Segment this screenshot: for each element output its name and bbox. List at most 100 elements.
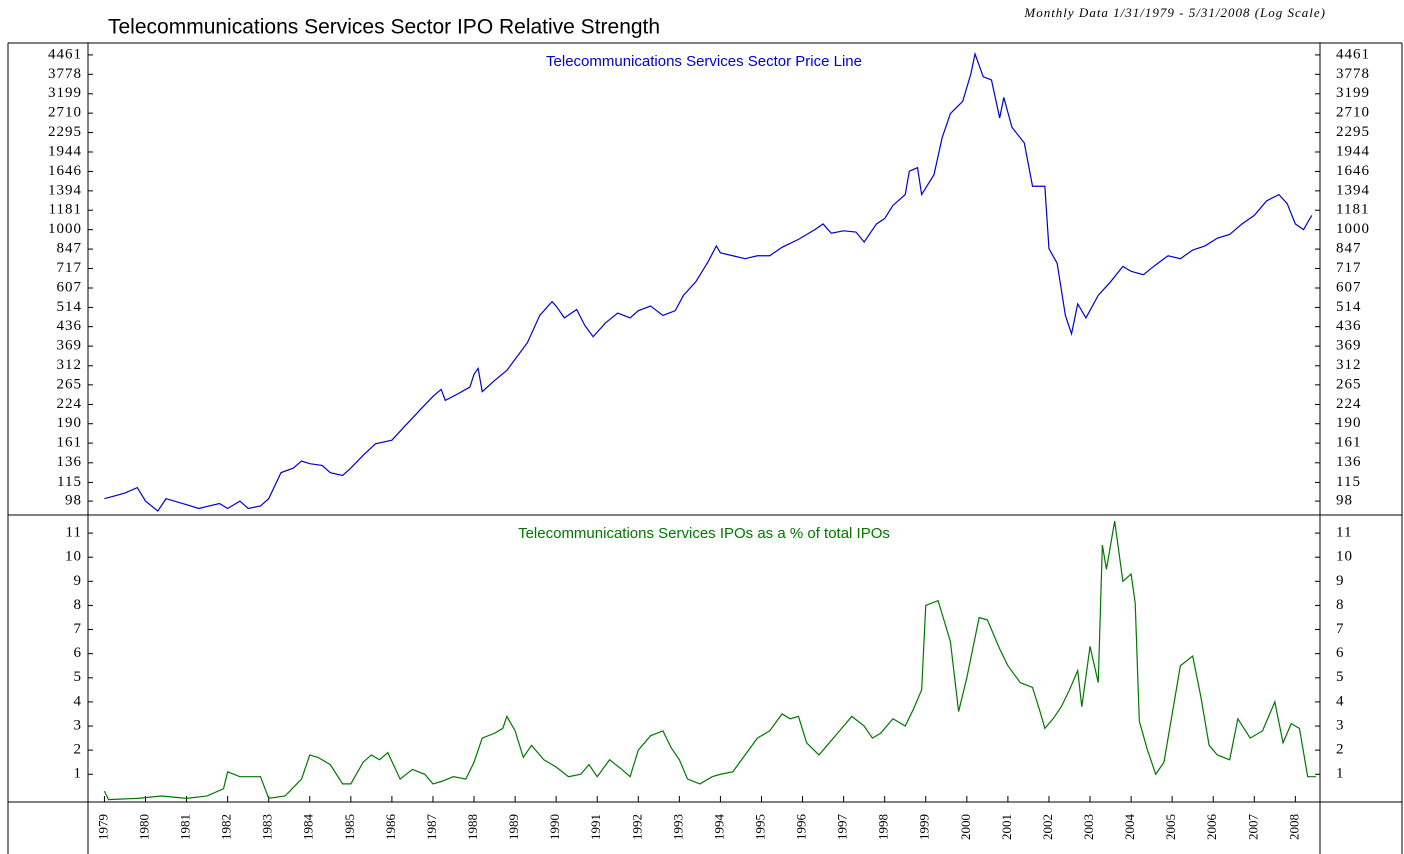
y-tick-label-right: 4461 (1336, 46, 1370, 62)
y-tick-label-right: 607 (1336, 279, 1362, 295)
y-tick-label-right: 136 (1336, 454, 1362, 470)
y-tick-label-right: 265 (1336, 376, 1362, 392)
y-tick-label-right: 5 (1336, 669, 1345, 685)
y-tick-label: 2710 (48, 105, 82, 121)
y-tick-label: 265 (57, 376, 83, 392)
y-tick-label: 1 (74, 766, 83, 782)
x-tick-label: 2000 (958, 814, 973, 840)
y-tick-label-right: 6 (1336, 645, 1345, 661)
x-tick-label: 2002 (1040, 814, 1055, 840)
y-tick-label: 8 (74, 597, 83, 613)
x-tick-label: 1999 (917, 814, 932, 840)
y-tick-label: 2295 (48, 124, 82, 140)
x-tick-label: 1987 (424, 814, 439, 841)
y-tick-label: 1944 (48, 143, 82, 159)
series-line (104, 51, 1313, 512)
x-tick-label: 2007 (1245, 814, 1260, 841)
y-tick-label-right: 2295 (1336, 124, 1370, 140)
x-tick-label: 1995 (752, 814, 767, 840)
y-tick-label-right: 369 (1336, 338, 1362, 354)
y-tick-label: 9 (74, 573, 83, 589)
y-tick-label: 115 (57, 474, 82, 490)
x-tick-label: 1991 (588, 814, 603, 840)
y-tick-label-right: 190 (1336, 415, 1362, 431)
y-tick-label-right: 1394 (1336, 182, 1370, 198)
y-tick-label: 190 (57, 415, 83, 431)
y-tick-label-right: 514 (1336, 299, 1362, 315)
y-tick-label: 6 (74, 645, 83, 661)
y-tick-label: 847 (57, 241, 83, 257)
y-tick-label-right: 161 (1336, 435, 1362, 451)
series-label: Telecommunications Services IPOs as a % … (518, 525, 890, 542)
y-tick-label-right: 436 (1336, 318, 1362, 334)
x-tick-label: 1983 (260, 814, 275, 840)
x-tick-label: 2008 (1286, 814, 1301, 840)
y-tick-label-right: 8 (1336, 597, 1345, 613)
y-tick-label-right: 847 (1336, 241, 1362, 257)
y-tick-label-right: 98 (1336, 493, 1353, 509)
y-tick-label: 514 (57, 299, 83, 315)
y-tick-label: 607 (57, 279, 83, 295)
x-tick-label: 1986 (383, 814, 398, 841)
y-tick-label: 436 (57, 318, 83, 334)
y-tick-label: 717 (57, 260, 83, 276)
chart-subtitle: Monthly Data 1/31/1979 - 5/31/2008 (Log … (1023, 5, 1326, 20)
y-tick-label: 312 (57, 357, 83, 373)
y-tick-label: 161 (57, 435, 83, 451)
y-tick-label: 5 (74, 669, 83, 685)
x-tick-label: 1985 (342, 814, 357, 840)
x-tick-label: 1993 (670, 814, 685, 840)
x-tick-label: 1979 (95, 814, 110, 840)
y-tick-label-right: 2710 (1336, 105, 1370, 121)
x-tick-label: 1990 (547, 814, 562, 840)
chart-title: Telecommunications Services Sector IPO R… (108, 16, 660, 39)
x-tick-label: 2001 (999, 814, 1014, 840)
y-tick-label: 1646 (48, 163, 82, 179)
y-tick-label: 4 (74, 693, 83, 709)
x-tick-label: 1996 (794, 814, 809, 841)
y-tick-label-right: 2 (1336, 742, 1345, 758)
y-tick-label-right: 3199 (1336, 85, 1370, 101)
x-tick-label: 1982 (219, 814, 234, 840)
y-tick-label-right: 1181 (1336, 202, 1369, 218)
x-tick-label: 1997 (835, 814, 850, 841)
y-tick-label-right: 10 (1336, 549, 1353, 565)
y-tick-label: 98 (65, 493, 82, 509)
y-tick-label-right: 3778 (1336, 66, 1370, 82)
y-tick-label: 1394 (48, 182, 82, 198)
x-tick-label: 2004 (1122, 814, 1137, 841)
y-tick-label-right: 1 (1336, 766, 1345, 782)
x-tick-label: 1988 (465, 814, 480, 840)
x-tick-label: 1981 (178, 814, 193, 840)
x-tick-label: 2005 (1163, 814, 1178, 840)
y-tick-label-right: 224 (1336, 396, 1362, 412)
y-tick-label: 3199 (48, 85, 82, 101)
x-tick-label: 1992 (629, 814, 644, 840)
y-tick-label: 11 (66, 525, 82, 541)
x-tick-label: 1994 (711, 814, 726, 841)
x-tick-label: 2003 (1081, 814, 1096, 840)
x-tick-label: 1980 (136, 814, 151, 840)
x-tick-label: 1989 (506, 814, 521, 840)
y-tick-label: 1181 (49, 202, 82, 218)
y-tick-label-right: 11 (1336, 525, 1352, 541)
y-tick-label-right: 1646 (1336, 163, 1370, 179)
y-tick-label-right: 7 (1336, 621, 1345, 637)
y-tick-label-right: 1944 (1336, 143, 1370, 159)
y-tick-label: 7 (74, 621, 83, 637)
y-tick-label: 2 (74, 742, 83, 758)
y-tick-label-right: 717 (1336, 260, 1362, 276)
x-tick-label: 1984 (301, 814, 316, 841)
y-tick-label: 3 (74, 717, 83, 733)
y-tick-label: 369 (57, 338, 83, 354)
y-tick-label-right: 3 (1336, 717, 1345, 733)
y-tick-label: 10 (65, 549, 82, 565)
y-tick-label: 224 (57, 396, 83, 412)
y-tick-label: 3778 (48, 66, 82, 82)
y-tick-label-right: 1000 (1336, 221, 1370, 237)
y-tick-label-right: 115 (1336, 474, 1361, 490)
y-tick-label: 1000 (48, 221, 82, 237)
series-line (103, 520, 1316, 801)
